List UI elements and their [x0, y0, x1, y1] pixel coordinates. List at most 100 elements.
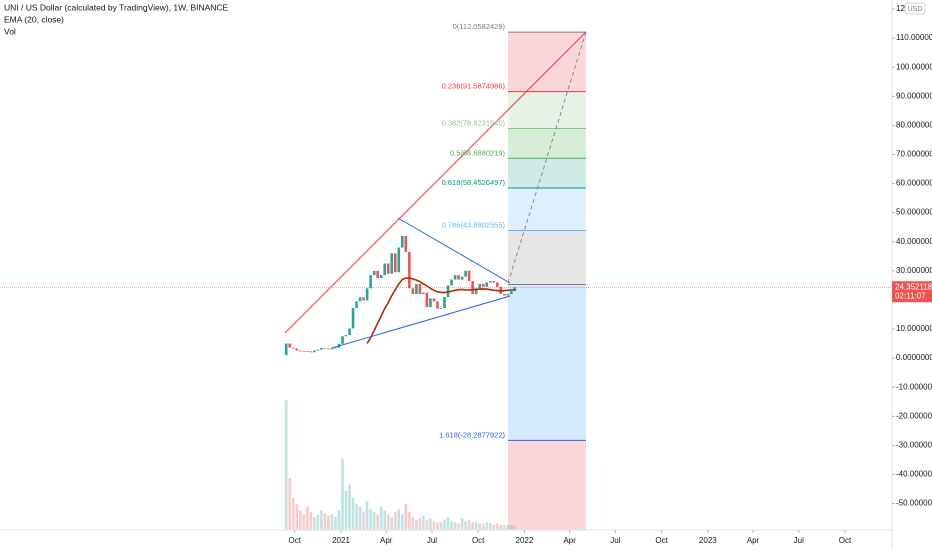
candle-body: [506, 294, 510, 296]
volume-bar: [355, 504, 358, 530]
volume-bar: [397, 509, 401, 530]
candle-body: [344, 335, 348, 337]
fib-label: 0.786(43.8802555): [442, 220, 506, 229]
volume-bar: [316, 514, 320, 530]
fib-label: 0.382(78.9231940): [442, 118, 506, 127]
fib-zone: [508, 128, 586, 159]
x-tick-label: Oct: [839, 536, 852, 545]
candle-body: [288, 343, 292, 348]
y-tick-label: 10.0000000: [896, 324, 932, 333]
volume-bar: [401, 514, 404, 530]
y-tick-label: 60.0000000: [896, 179, 932, 188]
x-tick-label: Jul: [794, 536, 804, 545]
volume-bar: [443, 519, 446, 530]
candle-body: [513, 287, 517, 292]
volume-bar: [386, 514, 390, 530]
volume-bar: [344, 491, 348, 530]
fib-zone: [508, 284, 586, 441]
marks: [284, 235, 517, 530]
volume-bar: [503, 524, 506, 530]
volume-bar: [485, 522, 489, 530]
candle-body: [443, 296, 446, 309]
volume-bar: [313, 517, 316, 530]
volume-bar: [446, 517, 450, 530]
volume-bar: [453, 522, 457, 530]
fib-zone: [508, 158, 586, 189]
candle-body: [503, 294, 506, 296]
candle-body: [313, 350, 316, 353]
volume-bar: [369, 509, 372, 530]
candle-body: [510, 291, 513, 295]
x-tick-label: 2022: [516, 536, 534, 545]
candle-body: [425, 292, 429, 308]
projection-line: [507, 31, 587, 284]
fib-zone: [508, 230, 586, 285]
candle-body: [411, 288, 415, 295]
volume-bar: [337, 510, 341, 530]
volume-bar: [351, 497, 355, 530]
candle-body: [295, 348, 299, 351]
fib-zones: [508, 31, 586, 530]
last-price-badge: [892, 281, 932, 303]
candle-body: [408, 251, 411, 289]
y-tick-label: 80.0000000: [896, 120, 932, 129]
x-tick-label: 2023: [699, 536, 717, 545]
volume-bar: [478, 523, 481, 530]
fib-label: 0.5(68.6880219): [450, 148, 506, 157]
candle-body: [383, 263, 387, 276]
y-tick-label: 40.0000000: [896, 237, 932, 246]
candle-body: [386, 263, 390, 274]
candle-body: [362, 297, 365, 301]
volume-bar: [295, 504, 299, 530]
candle-body: [485, 282, 489, 287]
candle-body: [365, 288, 369, 301]
candle-body: [422, 292, 425, 295]
candle-body: [460, 276, 464, 280]
candle-body: [351, 308, 355, 329]
volume-bar: [422, 515, 425, 530]
volume-bar: [425, 519, 429, 530]
candle-body: [404, 235, 408, 252]
candle-body: [432, 298, 436, 302]
volume-bar: [379, 506, 383, 530]
y-tick-label: -50.0000000: [896, 499, 932, 508]
candle-body: [298, 350, 302, 352]
volume-bar: [341, 458, 344, 530]
currency-badge: [904, 2, 926, 15]
candle-body: [467, 270, 471, 281]
x-tick-label: Apr: [747, 536, 760, 545]
volume-bar: [284, 400, 288, 530]
volume-bar: [460, 518, 464, 530]
volume-bar: [411, 517, 415, 530]
fib-zone: [508, 91, 586, 129]
x-tick-label: 2021: [332, 536, 350, 545]
volume-bar: [390, 517, 394, 530]
x-tick-label: Oct: [655, 536, 668, 545]
candle-body: [379, 275, 383, 279]
y-tick-label: -30.0000000: [896, 440, 932, 449]
candle-body: [358, 297, 362, 302]
indicator-label: EMA (20, close): [4, 14, 64, 24]
fib-label: 1.618(-28.2877922): [439, 430, 505, 439]
x-tick-label: Jul: [427, 536, 437, 545]
volume-bar: [383, 510, 387, 530]
candle-body: [327, 348, 330, 350]
volume-bar: [362, 511, 365, 530]
volume-bar: [450, 520, 453, 530]
y-tick-label: 0.0000000: [896, 353, 932, 362]
volume-bar: [288, 478, 292, 530]
candle-body: [316, 349, 320, 351]
volume-bar: [495, 523, 499, 530]
candle-body: [320, 347, 323, 350]
candle-body: [464, 270, 467, 277]
trend-line: [284, 31, 587, 334]
ema-line: [366, 277, 515, 344]
fib-zone: [508, 32, 586, 92]
triangle-lower: [331, 295, 511, 349]
y-tick-label: 110.0000000: [896, 33, 932, 42]
volume-bar: [323, 513, 327, 530]
x-tick-label: Jul: [610, 536, 620, 545]
volume-bar: [474, 522, 478, 530]
y-tick-label: -40.0000000: [896, 470, 932, 479]
candle-body: [309, 351, 313, 353]
